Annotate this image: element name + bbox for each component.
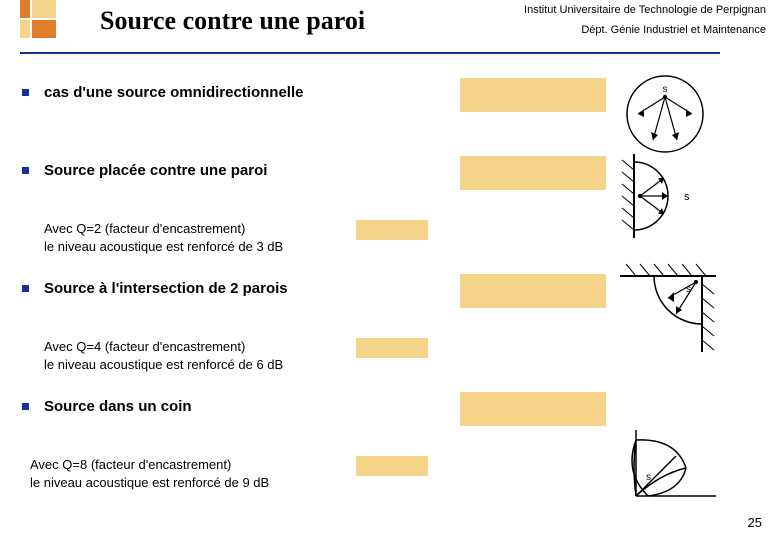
bullet-heading-2: Source placée contre une paroi: [44, 162, 267, 179]
formula-small-3: [356, 338, 428, 358]
institution-line1: Institut Universitaire de Technologie de…: [524, 4, 766, 16]
slide-title: Source contre une paroi: [100, 6, 365, 36]
bullet-heading-3: Source à l'intersection de 2 parois: [44, 280, 288, 297]
svg-text:s: s: [684, 191, 690, 203]
diagram-two-walls: s: [616, 258, 726, 358]
svg-text:s: s: [663, 84, 668, 95]
bullet-marker: [22, 89, 29, 96]
formula-box-4: [460, 392, 606, 426]
title-underline: [20, 52, 720, 54]
institution-line2: Dépt. Génie Industriel et Maintenance: [581, 24, 766, 36]
diagram-one-wall: s: [614, 148, 718, 244]
bullet-heading-4: Source dans un coin: [44, 398, 192, 415]
diagram-corner: s: [616, 400, 728, 508]
formula-box-3: [460, 274, 606, 308]
bullet-marker: [22, 167, 29, 174]
bullet-heading-1: cas d'une source omnidirectionnelle: [44, 84, 303, 101]
slide: Source contre une paroi Institut Univers…: [0, 0, 780, 540]
bullet-marker: [22, 285, 29, 292]
corner-ornament: [20, 0, 56, 40]
diagram-omnidirectional: s: [620, 70, 710, 158]
formula-small-4: [356, 456, 428, 476]
formula-box-1: [460, 78, 606, 112]
bullet-note-3: Avec Q=4 (facteur d'encastrement) le niv…: [44, 338, 283, 373]
bullet-note-2: Avec Q=2 (facteur d'encastrement) le niv…: [44, 220, 283, 255]
svg-text:s: s: [646, 472, 651, 483]
formula-small-2: [356, 220, 428, 240]
page-number: 25: [748, 515, 762, 530]
bullet-marker: [22, 403, 29, 410]
formula-box-2: [460, 156, 606, 190]
bullet-note-4: Avec Q=8 (facteur d'encastrement) le niv…: [30, 456, 269, 491]
